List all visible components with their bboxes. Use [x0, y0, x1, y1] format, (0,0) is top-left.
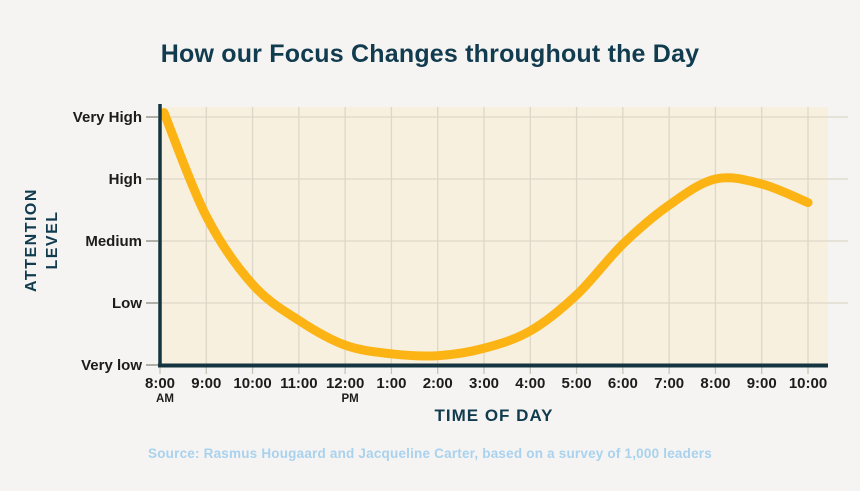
- x-tick-label: 12:00: [326, 375, 364, 392]
- y-tick-label: Very High: [73, 109, 142, 126]
- x-tick-label: 1:00: [376, 375, 406, 392]
- x-tick-sublabel: AM: [156, 393, 174, 405]
- focus-curve: [159, 108, 813, 361]
- y-tick-label: Very low: [81, 357, 142, 374]
- x-tick-label: 5:00: [562, 375, 592, 392]
- x-tick-label: 11:00: [280, 375, 318, 392]
- x-tick-label: 9:00: [191, 375, 221, 392]
- x-tick-label: 8:00: [145, 375, 175, 392]
- x-tick-label: 3:00: [469, 375, 499, 392]
- plot-background: [158, 107, 828, 367]
- x-tick-label: 4:00: [515, 375, 545, 392]
- x-tick-label: 2:00: [423, 375, 453, 392]
- x-axis-title: TIME OF DAY: [434, 406, 554, 425]
- x-tick-label: 7:00: [654, 375, 684, 392]
- y-tick-label: High: [109, 171, 142, 188]
- y-tick-label: Medium: [85, 233, 142, 250]
- x-tick-label: 8:00: [700, 375, 730, 392]
- x-tick-label: 10:00: [789, 375, 827, 392]
- chart-title: How our Focus Changes throughout the Day: [160, 40, 700, 68]
- y-tick-label: Low: [112, 295, 142, 312]
- x-tick-label: 10:00: [233, 375, 271, 392]
- x-tick-label: 9:00: [747, 375, 777, 392]
- x-tick-sublabel: PM: [342, 393, 359, 405]
- x-tick-label: 6:00: [608, 375, 638, 392]
- source-credit: Source: Rasmus Hougaard and Jacqueline C…: [148, 446, 712, 461]
